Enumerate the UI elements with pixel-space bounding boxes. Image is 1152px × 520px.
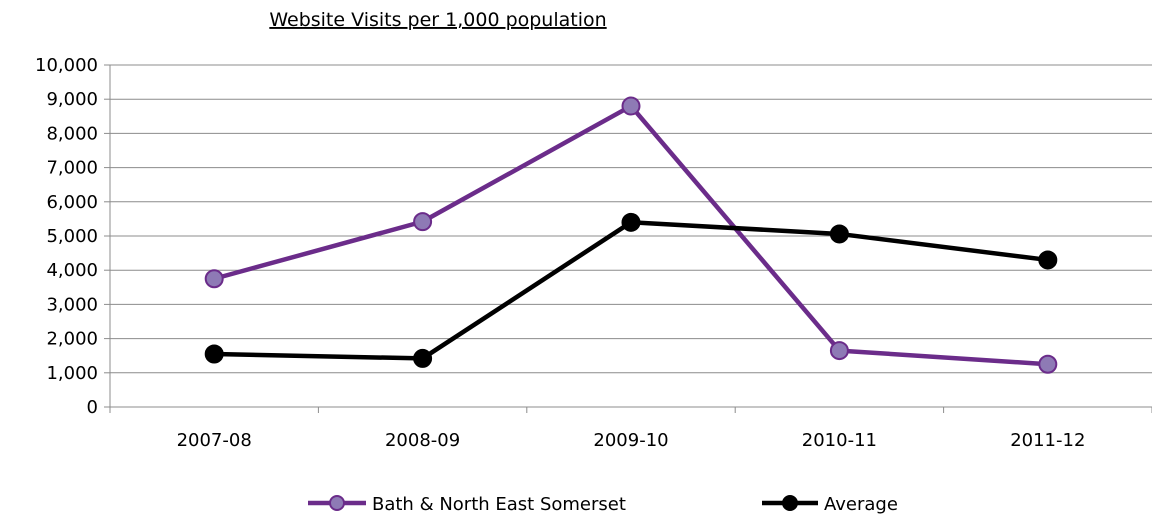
axes [104, 64, 1152, 413]
y-tick-label: 2,000 [46, 329, 98, 350]
y-tick-label: 8,000 [46, 123, 98, 144]
series-bath-north-east-somerset [204, 96, 1058, 374]
x-tick-label: 2007-08 [177, 430, 252, 451]
y-tick-label: 1,000 [46, 363, 98, 384]
series-line [213, 103, 1048, 367]
y-tick-label: 7,000 [46, 158, 98, 179]
x-tick-label: 2011-12 [1010, 430, 1085, 451]
y-tick-label: 9,000 [46, 89, 98, 110]
y-tick-label: 10,000 [35, 55, 98, 76]
y-tick-label: 0 [87, 397, 98, 418]
data-point [413, 348, 433, 368]
data-point [204, 269, 224, 289]
x-tick-label: 2010-11 [802, 430, 877, 451]
legend-marker [329, 495, 345, 511]
y-tick-label: 5,000 [46, 226, 98, 247]
x-axis-tick-labels: 2007-08 2008-09 2009-10 2010-11 2011-12 [177, 430, 1086, 451]
y-tick-label: 4,000 [46, 260, 98, 281]
data-point [1038, 250, 1058, 270]
data-point [204, 344, 224, 364]
x-tick-label: 2008-09 [385, 430, 460, 451]
data-point [1038, 354, 1058, 374]
y-tick-label: 3,000 [46, 294, 98, 315]
y-tick-label: 6,000 [46, 192, 98, 213]
data-point [621, 212, 641, 232]
data-point [413, 212, 433, 232]
data-point [621, 96, 641, 116]
data-point [829, 341, 849, 361]
chart-title: Website Visits per 1,000 population [269, 9, 606, 31]
x-tick-label: 2009-10 [593, 430, 668, 451]
legend: Bath & North East Somerset Average [308, 494, 898, 515]
series-average [204, 212, 1058, 368]
legend-marker [782, 495, 798, 511]
y-axis-tick-labels: 0 1,000 2,000 3,000 4,000 5,000 6,000 7,000 8,00… [35, 55, 98, 418]
legend-item: Bath & North East Somerset [308, 494, 626, 515]
data-point [829, 224, 849, 244]
legend-item: Average [762, 494, 898, 515]
series-lines [204, 96, 1058, 374]
legend-label: Average [824, 494, 898, 515]
legend-label: Bath & North East Somerset [372, 494, 626, 515]
